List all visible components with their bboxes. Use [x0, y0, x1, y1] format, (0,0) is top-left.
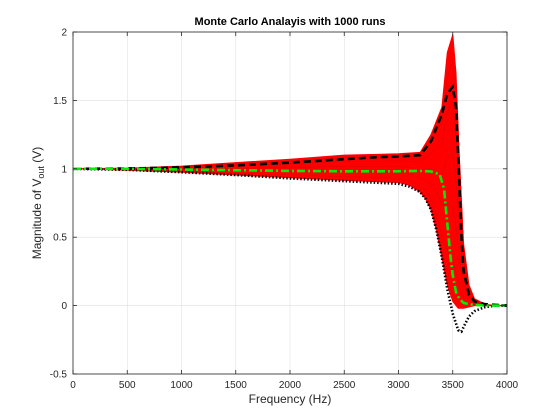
x-tick-label: 500: [119, 380, 136, 391]
x-tick-label: 0: [70, 380, 76, 391]
x-tick-label: 4000: [496, 380, 519, 391]
x-tick-label: 1500: [225, 380, 248, 391]
y-tick-label: 1.5: [53, 96, 67, 107]
y-tick-label: 0.5: [53, 233, 67, 244]
y-tick-label: 1: [61, 164, 67, 175]
y-axis-label-main: Magnitude of V: [30, 179, 44, 260]
chart-title: Monte Carlo Analayis with 1000 runs: [195, 16, 386, 28]
series-lines: [72, 83, 508, 334]
y-axis-label: Magnitude of Vout (V): [30, 147, 46, 260]
x-tick-label: 2000: [279, 380, 302, 391]
y-tick-labels: -0.5 0 0.5 1 1.5 2: [50, 28, 68, 381]
y-axis-label-subscript: out: [36, 166, 46, 179]
x-tick-label: 3000: [387, 380, 410, 391]
axis-ticks: [72, 31, 508, 375]
x-tick-label: 2500: [333, 380, 356, 391]
x-axis-label: Frequency (Hz): [249, 392, 332, 406]
nominal-dashed-line: [72, 83, 508, 307]
x-tick-label: 3500: [442, 380, 465, 391]
x-tick-label: 1000: [170, 380, 193, 391]
monte-carlo-band-fill: [73, 34, 507, 309]
green-dash-dot-line: [73, 167, 507, 307]
monte-carlo-run-trace: [73, 168, 507, 306]
y-tick-label: 0: [61, 301, 67, 312]
x-tick-labels: 0 500 1000 1500 2000 2500 3000 3500 4000: [70, 380, 518, 391]
monte-carlo-run-trace: [73, 168, 507, 306]
monte-carlo-envelope: [72, 34, 507, 307]
y-axis-label-unit: (V): [30, 147, 44, 166]
y-tick-label: 2: [61, 28, 67, 39]
y-tick-label: -0.5: [50, 370, 68, 381]
